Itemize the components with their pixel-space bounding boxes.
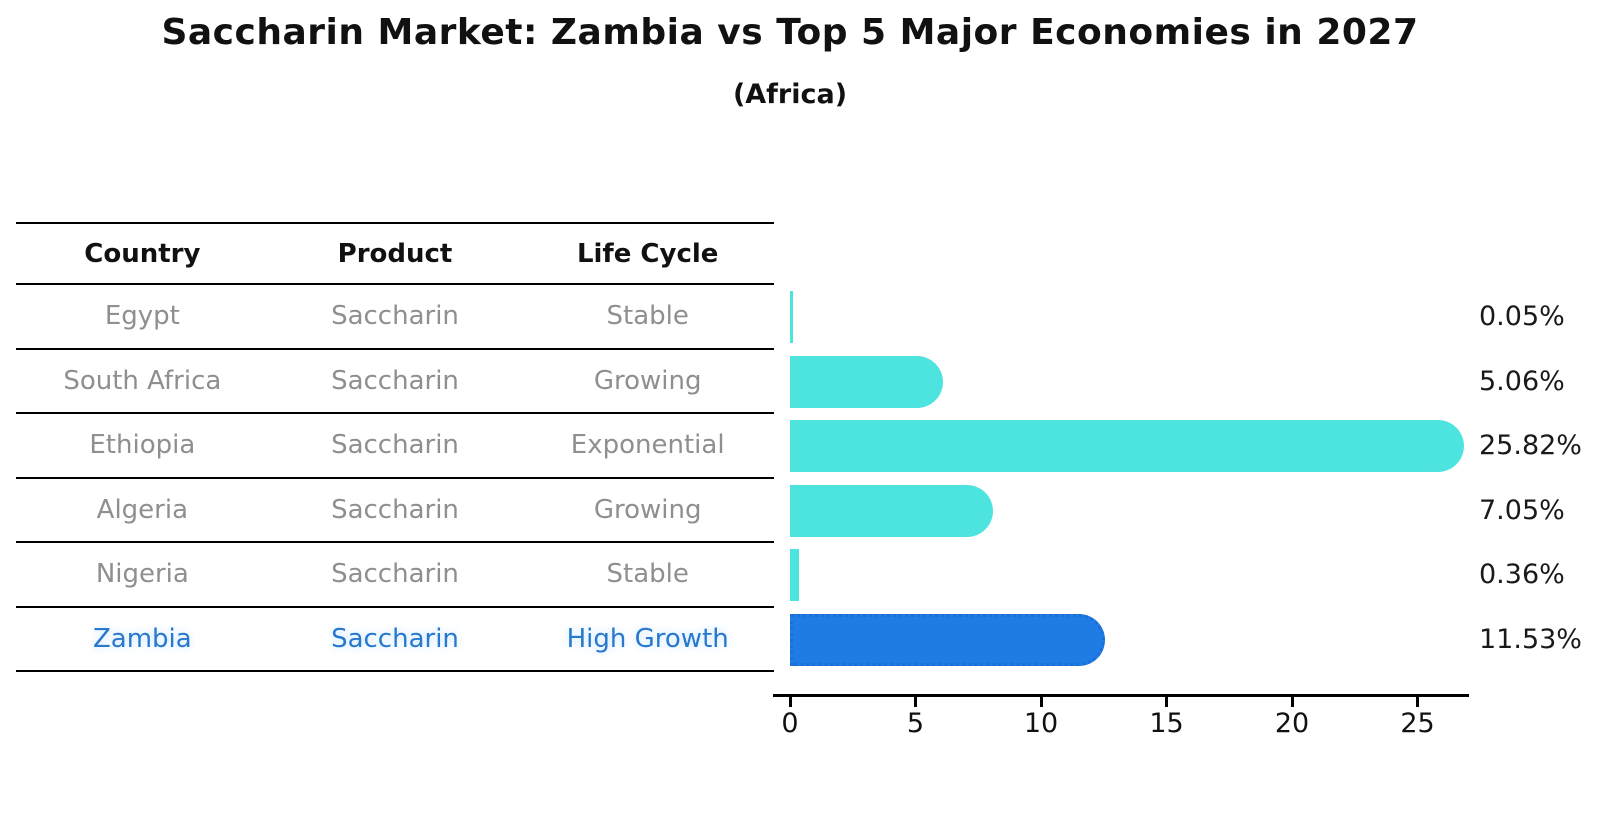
cell-product: Saccharin [331,301,459,332]
cell-lifecycle: High Growth [566,623,729,654]
cell-country: South Africa [63,365,222,396]
cell-lifecycle: Growing [593,365,702,396]
table-header-row: Country Product Life Cycle [16,222,774,285]
cell-product: Saccharin [331,559,459,590]
x-axis-tick [1165,697,1168,707]
cell-country: Zambia [92,623,192,654]
x-axis-tick [788,697,792,707]
cell-lifecycle: Exponential [570,430,725,461]
x-axis-tick [914,697,917,707]
bar [790,291,793,344]
x-axis-tick-label: 15 [1149,708,1184,739]
cell-product: Saccharin [331,494,459,525]
value-label: 7.05% [1479,494,1565,526]
table-row: Zambia Saccharin High Growth [16,608,774,672]
chart-title: Saccharin Market: Zambia vs Top 5 Major … [161,12,1419,53]
chart-subtitle: (Africa) [732,79,848,110]
table-row: Ethiopia Saccharin Exponential [16,414,774,479]
bar [790,420,1465,473]
x-axis-tick-label: 5 [906,708,925,739]
cell-country: Algeria [96,494,189,525]
cell-product: Saccharin [331,623,459,654]
table-header-lifecycle: Life Cycle [576,238,719,269]
bar [790,355,943,408]
x-axis-tick-label: 0 [781,708,799,739]
country-table: Country Product Life Cycle Egypt Sacchari… [16,222,774,672]
x-axis-tick-label: 20 [1274,708,1310,739]
bar [790,549,800,602]
table-row: South Africa Saccharin Growing [16,350,774,414]
x-axis-tick-label: 25 [1400,708,1435,739]
table-row: Egypt Saccharin Stable [16,285,774,350]
table-header-product: Product [337,238,453,269]
x-axis-line [773,694,1469,697]
cell-lifecycle: Stable [606,301,689,332]
x-axis-tick [1290,697,1294,707]
cell-product: Saccharin [331,365,459,396]
x-axis-tick [1039,697,1043,707]
table-row: Nigeria Saccharin Stable [16,543,774,608]
value-label: 5.06% [1479,365,1565,397]
table-header-country: Country [84,238,201,269]
value-label: 25.82% [1479,430,1582,462]
table-body: Egypt Saccharin Stable South Africa Sacchari… [16,285,774,672]
cell-product: Saccharin [331,430,459,461]
value-label: 11.53% [1479,623,1582,655]
value-label: 0.05% [1479,301,1565,333]
cell-country: Nigeria [95,559,189,590]
bar [790,484,993,537]
value-label: 0.36% [1479,559,1565,591]
x-axis-tick-label: 10 [1023,708,1059,739]
x-axis-tick [1416,697,1419,707]
bar-highlight [790,613,1106,666]
cell-country: Egypt [104,301,180,332]
table-row: Algeria Saccharin Growing [16,479,774,543]
cell-country: Ethiopia [89,430,196,461]
cell-lifecycle: Stable [606,559,689,590]
cell-lifecycle: Growing [593,494,702,525]
